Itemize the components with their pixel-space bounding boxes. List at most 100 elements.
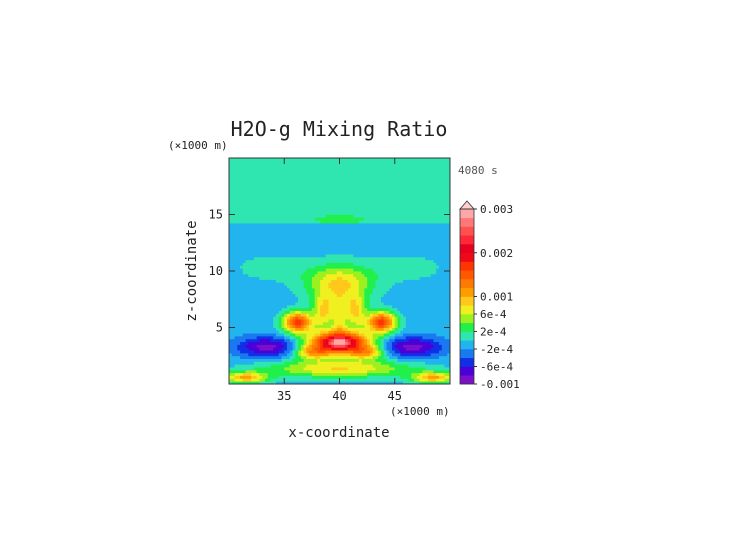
heatmap-cell [350, 254, 354, 258]
heatmap-cell [273, 279, 277, 283]
heatmap-cell [281, 321, 285, 326]
heatmap-cell [369, 302, 374, 306]
heatmap-cell [353, 307, 357, 311]
heatmap-cell [284, 321, 288, 326]
heatmap-cell [400, 378, 404, 382]
heatmap-cell [289, 254, 293, 258]
heatmap-cell [397, 259, 401, 263]
heatmap-cell [253, 319, 258, 323]
heatmap-cell [427, 220, 432, 224]
heatmap-cell [237, 265, 241, 269]
heatmap-cell [414, 254, 418, 258]
heatmap-cell [358, 319, 362, 323]
heatmap-cell [306, 214, 310, 218]
heatmap-cell [438, 268, 443, 272]
heatmap-cell [289, 316, 293, 320]
heatmap-cell [253, 256, 258, 261]
heatmap-cell [342, 358, 346, 362]
heatmap-cell [414, 268, 418, 272]
heatmap-cell [298, 381, 302, 385]
heatmap-cell [264, 285, 269, 289]
heatmap-cell [447, 378, 451, 382]
heatmap-cell [372, 378, 376, 382]
heatmap-cell [325, 304, 329, 309]
heatmap-cell [411, 369, 415, 374]
heatmap-cell [411, 381, 415, 385]
heatmap-cell [378, 316, 382, 320]
heatmap-cell [245, 369, 249, 374]
heatmap-cell [303, 245, 307, 249]
heatmap-cell [416, 259, 421, 263]
heatmap-cell [331, 361, 335, 365]
heatmap-cell [264, 206, 269, 210]
heatmap-cell [320, 324, 324, 328]
heatmap-cell [309, 245, 313, 249]
heatmap-cell [372, 245, 376, 249]
heatmap-cell [367, 330, 371, 334]
heatmap-cell [248, 324, 252, 328]
heatmap-cell [444, 313, 448, 317]
heatmap-cell [300, 350, 304, 354]
heatmap-cell [336, 208, 340, 213]
heatmap-cell [347, 381, 351, 385]
heatmap-cell [281, 316, 285, 320]
heatmap-cell [333, 361, 338, 365]
heatmap-cell [347, 375, 351, 379]
heatmap-cell [242, 287, 246, 292]
heatmap-cell [447, 256, 451, 261]
heatmap-cell [240, 321, 244, 326]
heatmap-cell [350, 341, 354, 345]
heatmap-cell [298, 245, 302, 249]
heatmap-cell [400, 254, 404, 258]
heatmap-cell [375, 327, 379, 331]
heatmap-cell [234, 287, 238, 292]
heatmap-cell [270, 310, 274, 314]
heatmap-cell [367, 251, 371, 255]
heatmap-cell [422, 321, 426, 326]
heatmap-cell [386, 271, 390, 275]
heatmap-cell [231, 248, 235, 252]
heatmap-cell [433, 319, 437, 323]
heatmap-cell [262, 217, 266, 221]
heatmap-cell [333, 237, 338, 241]
heatmap-cell [322, 369, 327, 374]
heatmap-cell [231, 350, 235, 354]
heatmap-cell [284, 364, 288, 368]
heatmap-cell [251, 239, 255, 244]
heatmap-cell [281, 231, 285, 235]
heatmap-cell [416, 262, 421, 266]
heatmap-cell [270, 319, 274, 323]
heatmap-cell [375, 222, 379, 227]
heatmap-cell [411, 378, 415, 382]
heatmap-cell [339, 276, 343, 280]
heatmap-cell [325, 296, 329, 300]
heatmap-cell [372, 344, 376, 348]
heatmap-cell [447, 352, 451, 357]
heatmap-cell [298, 242, 302, 246]
heatmap-cell [325, 237, 329, 241]
heatmap-cell [427, 375, 432, 379]
heatmap-cell [416, 361, 421, 365]
heatmap-cell [375, 355, 379, 359]
heatmap-cell [300, 290, 304, 294]
heatmap-cell [394, 220, 398, 224]
heatmap-cell [314, 324, 318, 328]
heatmap-cell [444, 208, 448, 213]
heatmap-cell [300, 220, 304, 224]
heatmap-cell [234, 299, 238, 303]
heatmap-cell [284, 256, 288, 261]
heatmap-cell [361, 381, 365, 385]
heatmap-cell [397, 268, 401, 272]
heatmap-cell [339, 338, 343, 343]
heatmap-cell [275, 273, 280, 278]
heatmap-cell [328, 333, 332, 337]
heatmap-cell [436, 256, 440, 261]
heatmap-cell [336, 259, 340, 263]
heatmap-cell [364, 341, 368, 345]
heatmap-cell [394, 211, 398, 215]
heatmap-cell [240, 333, 244, 337]
heatmap-cell [273, 228, 277, 232]
heatmap-cell [300, 251, 304, 255]
heatmap-cell [242, 220, 246, 224]
heatmap-cell [314, 211, 318, 215]
